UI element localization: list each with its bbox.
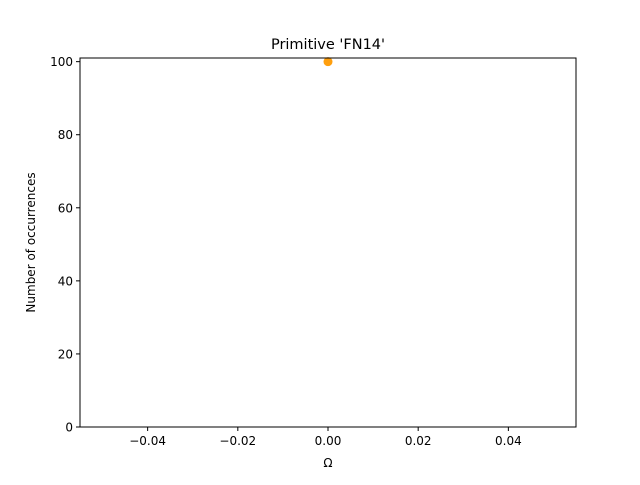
scatter-point xyxy=(323,57,333,67)
x-tick-label: 0.02 xyxy=(405,434,432,448)
data-points xyxy=(323,57,333,67)
x-tick-label: −0.02 xyxy=(219,434,256,448)
x-axis-label: Ω xyxy=(323,456,332,470)
y-tick-label: 80 xyxy=(58,128,73,142)
x-tick-label: 0.04 xyxy=(495,434,522,448)
chart-title: Primitive 'FN14' xyxy=(271,37,385,53)
y-axis-label: Number of occurrences xyxy=(24,172,38,312)
y-tick-label: 20 xyxy=(58,347,73,361)
plot-area xyxy=(80,58,576,427)
x-tick-label: −0.04 xyxy=(129,434,166,448)
y-tick-label: 0 xyxy=(65,421,73,435)
y-tick-label: 100 xyxy=(50,55,73,69)
plot-frame xyxy=(79,57,577,428)
y-axis: 0 20 40 60 80 100 xyxy=(50,55,80,435)
y-tick-label: 40 xyxy=(58,274,73,288)
y-tick-label: 60 xyxy=(58,201,73,215)
x-axis: −0.04 −0.02 0.00 0.02 0.04 xyxy=(129,427,522,448)
x-tick-label: 0.00 xyxy=(315,434,342,448)
